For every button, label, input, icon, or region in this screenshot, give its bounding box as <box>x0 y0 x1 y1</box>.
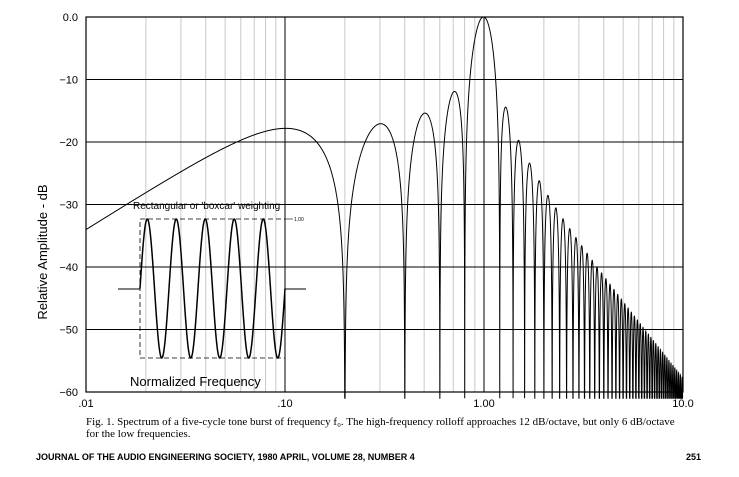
y-tick-labels: 0.0 −10 −20 −30 −40 −50 −60 <box>59 12 78 399</box>
x-tick-labels: .01 .10 1.00 10.0 <box>78 398 693 410</box>
x-tick-label: 10.0 <box>672 398 693 410</box>
inset-five-cycle-waveform <box>139 218 286 359</box>
plot-frame <box>85 16 684 393</box>
x-axis-label: Normalized Frequency <box>130 374 261 389</box>
y-tick-label: −60 <box>59 387 78 399</box>
x-tick-label: 1.00 <box>473 398 494 410</box>
y-axis-label: Relative Amplitude - dB <box>35 184 50 319</box>
inset-boxcar-envelope <box>139 218 286 359</box>
spectrum-series-line <box>85 16 684 399</box>
y-tick-label: −20 <box>59 137 78 149</box>
y-tick-label: −40 <box>59 262 78 274</box>
y-tick-label: 0.0 <box>63 12 78 24</box>
journal-footer: JOURNAL OF THE AUDIO ENGINEERING SOCIETY… <box>36 452 415 462</box>
page-number: 251 <box>686 452 702 462</box>
x-tick-label: .01 <box>78 398 93 410</box>
inset-title: Rectangular or 'boxcar' weighting <box>133 201 280 212</box>
inset-scale-label: 1.00 <box>294 217 304 223</box>
figure-caption: Fig. 1. Spectrum of a five-cycle tone bu… <box>86 416 675 440</box>
y-tick-label: −10 <box>59 75 78 87</box>
x-tick-label: .10 <box>277 398 292 410</box>
boxcar-weighting-inset: Rectangular or 'boxcar' weighting 1.00 <box>118 201 306 359</box>
y-tick-label: −30 <box>59 200 78 212</box>
y-tick-label: −50 <box>59 325 78 337</box>
